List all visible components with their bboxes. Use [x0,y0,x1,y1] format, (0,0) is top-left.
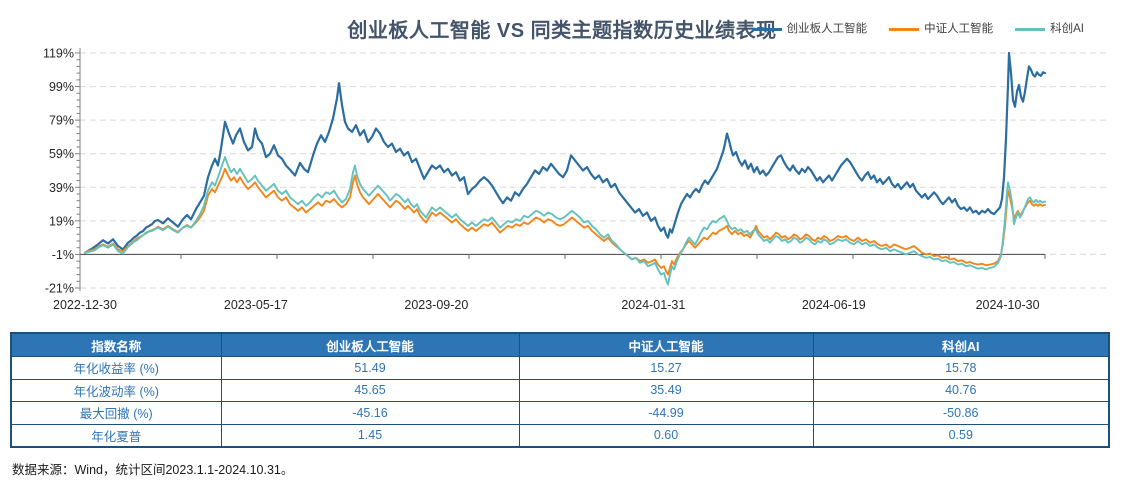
legend-line-swatch-star-ai [1015,28,1046,32]
metric-label-cell: 年化夏普 [10,423,222,448]
metric-value-cell: 15.78 [812,356,1110,380]
y-axis-tick-label: 119% [43,47,74,61]
metric-value-cell: -44.99 [518,401,814,425]
table-row: 年化波动率 (%) 45.65 35.49 40.76 [10,378,1110,402]
y-axis-tick-label: 99% [49,80,74,94]
metric-value-cell: 45.65 [220,378,520,402]
legend-line-swatch-chinext-ai [751,28,782,32]
y-axis-tick-label: 79% [49,114,74,128]
x-axis-tick-label: 2022-12-30 [53,298,117,312]
table-row: 年化收益率 (%) 51.49 15.27 15.78 [10,356,1110,380]
legend-label: 中证人工智能 [924,23,994,35]
table-body: 年化收益率 (%) 51.49 15.27 15.78 年化波动率 (%) 45.65 35… [10,356,1110,448]
performance-stats-table: 指数名称 创业板人工智能 中证人工智能 科创AI 年化收益率 (%) 51.49 15.2… [10,332,1110,448]
x-axis-tick-label: 2024-06-19 [802,298,866,312]
y-axis-tick-label: -21% [45,282,74,296]
series-line-star-ai [84,156,1046,286]
metric-value-cell: 15.27 [518,356,814,380]
table-header-cell: 科创AI [812,332,1110,357]
table-header-cell: 指数名称 [10,332,222,357]
data-source-note: 数据来源：Wind，统计区间2023.1.1-2024.10.31。 [12,463,294,477]
x-axis-tick-label: 2024-10-30 [976,298,1040,312]
x-axis-tick-label: 2024-01-31 [621,298,685,312]
metric-value-cell: 1.45 [220,423,520,448]
chart-legend: 创业板人工智能 中证人工智能 科创AI [751,23,1084,36]
metric-value-cell: 35.49 [518,378,814,402]
series-line-csi-ai [84,167,1046,276]
chart-title: 创业板人工智能 VS 同类主题指数历史业绩表现 [347,20,777,42]
legend-item-csi-ai: 中证人工智能 [889,23,994,36]
metric-label-cell: 年化收益率 (%) [10,356,222,380]
table-row: 年化夏普 1.45 0.60 0.59 [10,423,1110,448]
metric-value-cell: 51.49 [220,356,520,380]
table-header-row: 指数名称 创业板人工智能 中证人工智能 科创AI [10,332,1110,357]
x-axis-tick-label: 2023-09-20 [404,298,468,312]
y-axis-tick-label: 19% [49,214,74,228]
y-axis-tick-label: 59% [49,147,74,161]
legend-item-chinext-ai: 创业板人工智能 [751,23,868,36]
y-axis-tick-label: 39% [49,181,74,195]
metric-label-cell: 最大回撤 (%) [10,401,222,425]
y-axis-tick-label: -1% [52,248,74,262]
metric-value-cell: 0.59 [812,423,1110,448]
table-header-cell: 中证人工智能 [518,332,814,357]
table-row: 指数名称 创业板人工智能 中证人工智能 科创AI [10,332,1110,357]
table-header-cell: 创业板人工智能 [220,332,520,357]
x-axis-tick-label: 2023-05-17 [224,298,288,312]
metric-value-cell: -45.16 [220,401,520,425]
table-row: 最大回撤 (%) -45.16 -44.99 -50.86 [10,401,1110,425]
metric-value-cell: 40.76 [812,378,1110,402]
performance-line-chart: 119% 99% 79% 59% 39% 19% -1% -21% 2022-12-30 2023… [43,47,1108,312]
metric-value-cell: -50.86 [812,401,1110,425]
legend-line-swatch-csi-ai [889,28,920,32]
legend-label: 创业板人工智能 [786,23,868,35]
metric-value-cell: 0.60 [518,423,814,448]
series-line-chinext-ai [83,51,1047,254]
legend-label: 科创AI [1050,23,1084,35]
metric-label-cell: 年化波动率 (%) [10,378,222,402]
legend-item-star-ai: 科创AI [1015,23,1084,36]
